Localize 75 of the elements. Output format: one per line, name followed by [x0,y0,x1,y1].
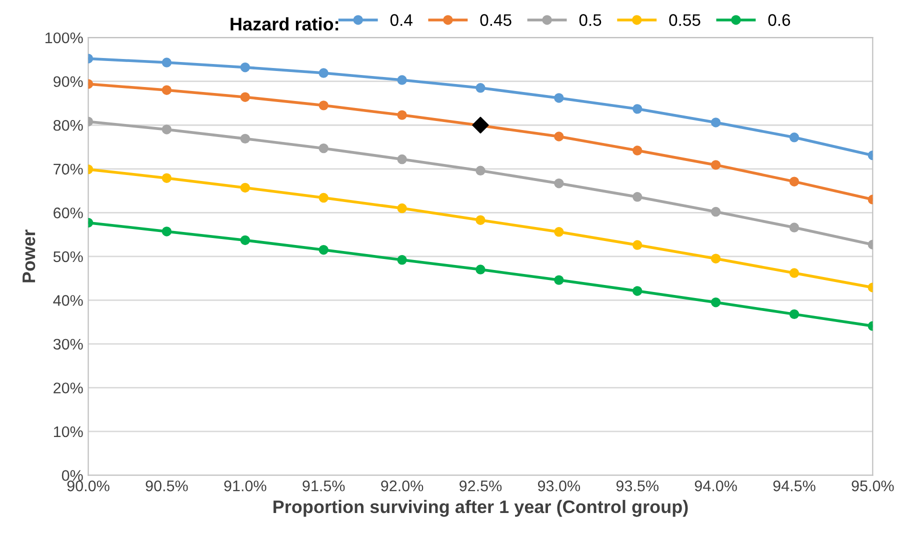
point [554,132,564,142]
y-tick-label: 20% [54,382,83,394]
point [240,235,250,246]
point [240,182,250,193]
point [240,62,250,72]
point [554,227,564,237]
point [318,100,328,110]
point [476,215,486,225]
point [789,222,800,232]
point [710,118,721,128]
legend-label: 0.6 [768,14,790,26]
point [476,166,486,176]
point [789,132,800,142]
point [318,68,328,78]
point [162,124,172,134]
point [710,298,721,308]
point [397,75,407,85]
x-tick-label: 90.5% [146,480,188,492]
point [162,173,172,183]
y-tick-label: 60% [54,208,83,218]
legend-label: 0.55 [669,14,700,26]
point [789,268,800,278]
y-tick-label: 40% [53,295,83,306]
point [554,93,564,103]
y-tick-label: 50% [53,251,83,262]
point [632,286,642,296]
x-tick-label: 92.5% [460,480,502,492]
y-tick-label: 80% [53,120,83,131]
x-tick-label: 95.0% [852,480,894,492]
point [476,83,486,93]
point [162,226,172,236]
point [397,154,407,164]
point [554,275,564,285]
point [318,143,328,154]
point [162,85,172,95]
point [710,254,721,264]
y-tick-label: 10% [54,426,83,438]
point [397,255,407,265]
point [162,58,172,68]
x-tick-label: 94.5% [773,480,816,492]
y-tick-label: 100% [46,32,83,44]
point [318,244,328,255]
point [472,116,489,134]
point [632,240,642,250]
point [554,178,564,188]
point [476,264,486,274]
y-tick-label: 30% [53,338,83,350]
point [710,160,721,170]
point [632,146,642,156]
point [789,309,800,320]
x-tick-label: 90.0% [67,480,110,492]
point [632,192,642,202]
point [240,92,250,102]
x-tick-label: 94.0% [694,480,737,492]
y-tick-label: 70% [54,164,83,175]
point [710,206,721,217]
point [789,176,800,186]
y-axis-title: Power [22,230,36,282]
point [397,203,407,214]
x-axis-title: Proportion surviving after 1 year (Control group) [274,500,688,517]
point [318,192,328,203]
legend-title: Hazard ratio: [230,17,338,31]
legend-label: 0.45 [480,14,512,26]
legend-label: 0.4 [390,14,412,26]
y-tick-label: 0% [62,470,83,481]
legend-label: 0.5 [579,14,602,26]
x-tick-label: 92.0% [381,480,424,492]
point [240,134,250,144]
y-tick-label: 90% [54,76,83,88]
x-tick-label: 93.5% [616,480,658,492]
point [397,110,407,120]
x-tick-label: 91.0% [224,480,266,492]
x-tick-label: 93.0% [538,480,580,492]
point [632,104,642,114]
x-tick-label: 91.5% [302,480,345,492]
